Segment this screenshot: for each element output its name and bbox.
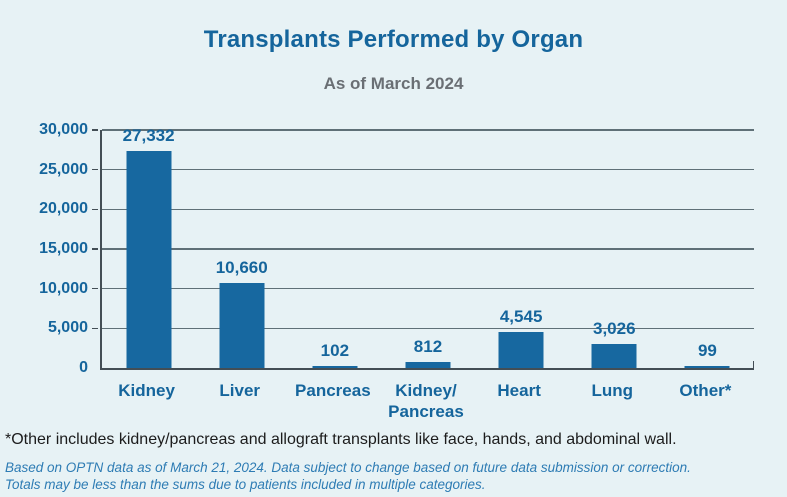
bar-slot: 27,332: [102, 126, 195, 368]
footnote-source: Based on OPTN data as of March 21, 2024.…: [5, 460, 691, 475]
bar-value-label: 3,026: [592, 319, 636, 338]
y-axis-tick-label: 10,000: [39, 279, 88, 297]
bar-value-label: 10,660: [215, 258, 268, 278]
y-axis-tick: [92, 129, 98, 131]
bar-value-label: 99: [697, 341, 717, 360]
bar-value-label: 4,545: [499, 306, 543, 326]
footnote-totals: Totals may be less than the sums due to …: [5, 477, 486, 492]
plot-area: 27,332 10,660 102 812 4,545 3,026 99: [100, 126, 754, 370]
gridline: [102, 129, 754, 131]
bar-slot: 10,660: [195, 130, 288, 368]
bar: [126, 151, 172, 368]
x-axis-category-label: Liver: [219, 381, 261, 400]
y-axis-tick-label: 15,000: [39, 240, 88, 257]
y-axis-tick-label: 25,000: [39, 160, 88, 178]
bar-value-label: 812: [413, 336, 443, 356]
gridline: [102, 208, 754, 211]
bar-slot: 812: [381, 130, 474, 368]
y-axis-tick-label: 20,000: [39, 200, 88, 218]
bar-slot: 99: [661, 130, 754, 368]
x-axis-category-label: Pancreas: [295, 381, 371, 400]
bar: [312, 366, 358, 368]
x-axis-category-label: Kidney/ Pancreas: [388, 381, 464, 421]
gridline: [102, 327, 754, 330]
y-axis-tick: [92, 248, 98, 250]
bar: [684, 366, 730, 368]
bar: [219, 283, 265, 368]
x-axis-category-label: Lung: [591, 381, 634, 400]
gridline: [102, 287, 754, 290]
bar-value-label: 102: [320, 341, 350, 360]
bar-slot: 4,545: [475, 130, 568, 368]
y-axis-tick-label: 30,000: [39, 121, 88, 138]
x-axis-category-label: Other*: [679, 381, 732, 400]
y-axis-tick: [92, 327, 98, 330]
y-axis-tick-label: 5,000: [47, 319, 88, 337]
footnote-other-definition: *Other includes kidney/pancreas and allo…: [5, 431, 677, 448]
bar: [405, 361, 451, 368]
bar-value-label: 27,332: [122, 126, 175, 146]
chart-subtitle: As of March 2024: [323, 74, 464, 93]
bar-slot: 3,026: [568, 130, 661, 368]
x-axis-category-label: Kidney: [118, 381, 175, 400]
bar: [591, 344, 637, 368]
x-axis-end-tick: [752, 361, 754, 368]
y-axis-tick: [92, 168, 98, 171]
chart-title: Transplants Performed by Organ: [203, 26, 584, 53]
bar: [498, 331, 544, 368]
x-axis-category-label: Heart: [497, 381, 541, 400]
gridline: [102, 168, 754, 171]
y-axis-tick: [92, 208, 98, 211]
y-axis-tick: [92, 287, 98, 290]
y-axis-tick-label: 0: [79, 359, 88, 376]
gridline: [102, 248, 754, 250]
bar-slot: 102: [288, 130, 381, 368]
